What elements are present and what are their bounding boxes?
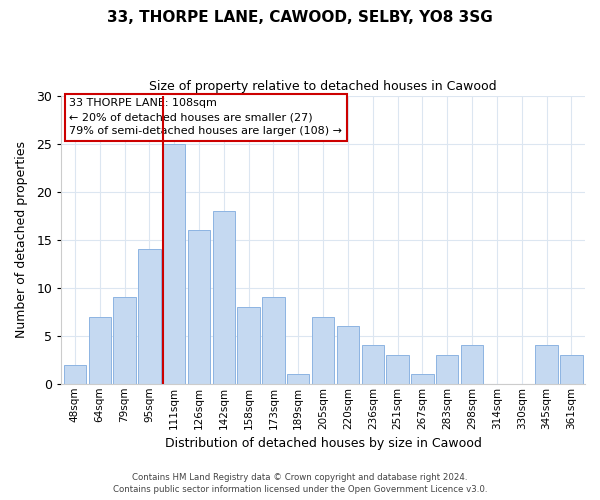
- Bar: [163, 144, 185, 384]
- Bar: [64, 364, 86, 384]
- Bar: [212, 211, 235, 384]
- Bar: [560, 355, 583, 384]
- Text: 33 THORPE LANE: 108sqm
← 20% of detached houses are smaller (27)
79% of semi-det: 33 THORPE LANE: 108sqm ← 20% of detached…: [69, 98, 342, 136]
- Bar: [436, 355, 458, 384]
- Bar: [287, 374, 310, 384]
- Bar: [535, 346, 557, 384]
- Bar: [113, 298, 136, 384]
- Bar: [337, 326, 359, 384]
- Bar: [411, 374, 434, 384]
- Bar: [312, 316, 334, 384]
- Bar: [362, 346, 384, 384]
- Title: Size of property relative to detached houses in Cawood: Size of property relative to detached ho…: [149, 80, 497, 93]
- Text: Contains HM Land Registry data © Crown copyright and database right 2024.
Contai: Contains HM Land Registry data © Crown c…: [113, 473, 487, 494]
- Bar: [262, 298, 284, 384]
- Bar: [89, 316, 111, 384]
- Bar: [138, 250, 161, 384]
- X-axis label: Distribution of detached houses by size in Cawood: Distribution of detached houses by size …: [164, 437, 482, 450]
- Bar: [188, 230, 210, 384]
- Bar: [386, 355, 409, 384]
- Text: 33, THORPE LANE, CAWOOD, SELBY, YO8 3SG: 33, THORPE LANE, CAWOOD, SELBY, YO8 3SG: [107, 10, 493, 25]
- Bar: [461, 346, 483, 384]
- Bar: [238, 307, 260, 384]
- Y-axis label: Number of detached properties: Number of detached properties: [15, 141, 28, 338]
